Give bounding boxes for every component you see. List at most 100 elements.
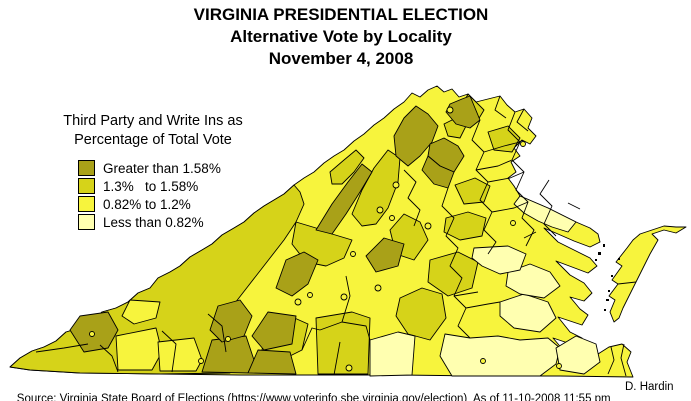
title-line-1: VIRGINIA PRESIDENTIAL ELECTION: [193, 5, 489, 24]
source-text: Source: Virginia State Board of Election…: [16, 393, 611, 401]
county-border-line: [333, 341, 341, 376]
locality-band2: [315, 311, 371, 375]
city-markers: [89, 106, 562, 372]
locality-band4: [439, 333, 561, 377]
county-border-line: [494, 95, 507, 119]
island-speck: [595, 259, 597, 261]
county-border-line: [403, 169, 421, 227]
legend-row-band2: 1.3% to 1.58%: [78, 177, 288, 195]
county-border-line: [607, 346, 615, 375]
legend-label-band1: Greater than 1.58%: [103, 160, 221, 176]
credit-text: D. Hardin: [625, 381, 674, 393]
title-line-2: Alternative Vote by Locality: [230, 27, 452, 46]
locality-band4: [505, 263, 561, 299]
city-marker: [340, 293, 348, 301]
locality-band2: [487, 125, 521, 153]
island-speck: [618, 258, 620, 260]
county-border-line: [491, 201, 529, 213]
county-border-line: [99, 344, 119, 373]
island-speck: [604, 309, 606, 311]
county-border-line: [441, 187, 471, 339]
city-marker: [389, 215, 395, 221]
city-marker: [294, 298, 302, 306]
county-border-line: [507, 111, 535, 247]
county-border-line: [161, 330, 177, 373]
locality-band4: [471, 245, 527, 275]
locality-band3: [121, 299, 161, 325]
county-border-line: [475, 159, 513, 171]
county-border-line: [617, 281, 637, 285]
locality-band1: [275, 251, 319, 297]
locality-band2: [427, 251, 479, 297]
locality-band4: [513, 195, 577, 233]
island-speck: [598, 252, 601, 255]
city-marker: [480, 358, 486, 364]
band4-localities: [369, 195, 601, 377]
county-border-line: [523, 231, 537, 239]
locality-band4: [555, 335, 601, 375]
legend-row-band4: Less than 0.82%: [78, 213, 288, 231]
city-marker: [446, 106, 454, 114]
city-marker: [198, 358, 204, 364]
county-border-line: [341, 275, 351, 323]
island-specks: [595, 244, 620, 311]
county-border-line: [483, 141, 521, 153]
locality-band1: [201, 335, 255, 374]
legend-label-band2: 1.3% to 1.58%: [103, 178, 199, 194]
locality-band1: [251, 311, 297, 351]
island-speck: [608, 290, 610, 292]
legend-swatch-band1: [78, 160, 95, 176]
city-marker: [307, 292, 313, 298]
locality-band1: [315, 163, 373, 235]
locality-band1: [445, 95, 481, 129]
city-marker: [520, 141, 526, 147]
locality-band2: [329, 149, 365, 185]
locality-band2: [443, 211, 487, 241]
title-line-3: November 4, 2008: [268, 49, 414, 68]
city-marker: [424, 222, 432, 230]
legend: Third Party and Write Ins as Percentage …: [18, 112, 288, 231]
legend-label-band3: 0.82% to 1.2%: [103, 196, 191, 212]
city-marker: [225, 336, 231, 342]
county-border-line: [539, 179, 557, 237]
legend-swatch-band3: [78, 196, 95, 212]
county-border-line: [301, 327, 321, 351]
island-speck: [606, 299, 609, 301]
locality-band2: [395, 287, 447, 341]
legend-row-band3: 0.82% to 1.2%: [78, 195, 288, 213]
locality-band3: [115, 327, 163, 371]
city-marker: [345, 364, 353, 372]
locality-band1: [365, 237, 405, 273]
legend-items: Greater than 1.58% 1.3% to 1.58% 0.82% t…: [78, 159, 288, 231]
locality-band1: [247, 349, 297, 375]
legend-title-line-1: Third Party and Write Ins as: [63, 113, 243, 129]
county-border-line: [319, 321, 371, 341]
county-border-lines: [35, 95, 627, 377]
county-border-line: [465, 301, 501, 309]
county-border-line: [620, 343, 627, 377]
locality-band3: [157, 337, 203, 372]
legend-title-line-2: Percentage of Total Vote: [74, 132, 232, 148]
locality-band1: [209, 299, 253, 343]
band3-localities-southwest: [115, 299, 203, 372]
county-border-line: [567, 202, 581, 210]
city-marker: [392, 181, 400, 189]
eastern-shore: [608, 225, 687, 323]
city-marker: [556, 363, 562, 369]
city-marker: [350, 251, 356, 257]
legend-swatch-band2: [78, 178, 95, 194]
city-marker: [510, 220, 516, 226]
map-title: VIRGINIA PRESIDENTIAL ELECTION Alternati…: [0, 4, 682, 70]
footer: Source: Virginia State Board of Election…: [4, 381, 687, 401]
legend-label-band4: Less than 0.82%: [103, 214, 204, 230]
island-speck: [611, 275, 613, 277]
legend-swatch-band4: [78, 214, 95, 230]
band1-localities: [69, 95, 481, 375]
county-border-line: [471, 119, 497, 255]
legend-row-band1: Greater than 1.58%: [78, 159, 288, 177]
city-marker: [376, 206, 384, 214]
county-border-line: [487, 171, 525, 183]
county-border-line: [207, 313, 227, 353]
